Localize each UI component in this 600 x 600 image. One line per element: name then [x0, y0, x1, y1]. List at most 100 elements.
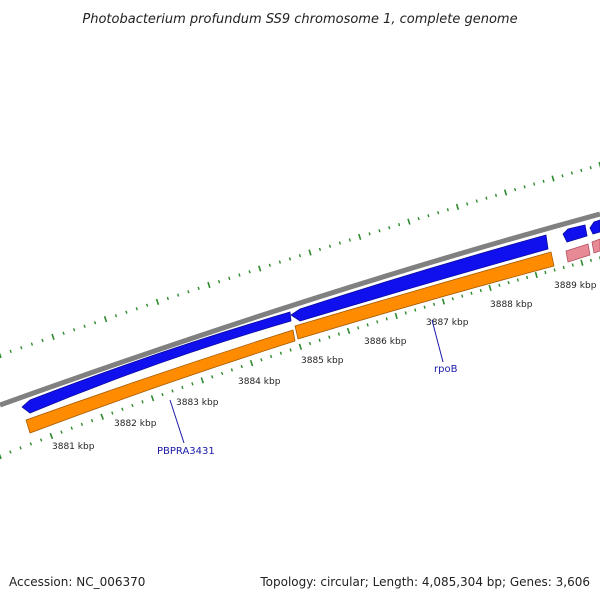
reverse-gene-track: [25, 238, 600, 434]
minor-tick: [171, 389, 174, 393]
map-title: Photobacterium profundum SS9 chromosome …: [82, 12, 517, 27]
gene-other-1[interactable]: [565, 243, 591, 263]
minor-tick: [39, 438, 43, 442]
minor-tick: [404, 311, 407, 315]
minor-tick: [348, 238, 351, 242]
inner-tick-marks: [0, 256, 600, 460]
forward-gene-track: [21, 219, 600, 414]
minor-tick: [475, 199, 478, 203]
tick-label: 3881 kbp: [52, 442, 95, 452]
minor-tick: [90, 418, 94, 423]
major-tick: [49, 432, 54, 440]
gene-reverse-2[interactable]: [294, 251, 555, 340]
minor-tick: [41, 338, 44, 343]
major-tick: [394, 312, 398, 320]
major-tick: [0, 453, 2, 460]
minor-tick: [93, 321, 97, 325]
minor-tick: [197, 286, 200, 291]
minor-tick: [437, 211, 440, 215]
minor-tick: [177, 293, 180, 297]
minor-tick: [544, 270, 547, 275]
minor-tick: [279, 351, 283, 355]
minor-tick: [514, 188, 517, 192]
minor-tick: [111, 411, 114, 415]
minor-tick: [498, 283, 501, 287]
minor-tick: [516, 278, 519, 282]
accession-text: Accession: NC_006370: [9, 575, 145, 589]
major-tick: [103, 316, 108, 323]
gene-forward-1[interactable]: [21, 311, 292, 414]
major-tick: [150, 395, 155, 402]
gene-other-2[interactable]: [591, 238, 600, 254]
minor-tick: [571, 263, 574, 267]
minor-tick: [507, 281, 510, 285]
minor-tick: [338, 241, 341, 245]
gene-forward-4[interactable]: [589, 219, 600, 235]
minor-tick: [131, 403, 134, 408]
tick-label: 3887 kbp: [426, 318, 469, 328]
minor-tick: [298, 253, 302, 258]
major-tick: [455, 203, 460, 210]
minor-tick: [278, 260, 282, 264]
minor-tick: [494, 193, 498, 197]
minor-tick: [191, 382, 194, 386]
minor-tick: [269, 354, 273, 359]
gene-label-rpoB[interactable]: rpoB: [431, 319, 458, 375]
minor-tick: [230, 368, 234, 372]
minor-tick: [451, 297, 454, 301]
leader-line: [431, 319, 444, 363]
gene-label-PBPRA3431[interactable]: PBPRA3431: [157, 399, 215, 457]
tick-label: 3888 kbp: [490, 300, 533, 310]
minor-tick: [526, 275, 529, 280]
minor-tick: [318, 338, 321, 342]
minor-tick: [466, 202, 469, 206]
major-tick: [0, 352, 2, 359]
minor-tick: [385, 317, 388, 321]
minor-tick: [432, 302, 436, 307]
major-tick: [100, 413, 104, 420]
major-tick: [298, 343, 303, 350]
major-tick: [155, 298, 160, 305]
minor-tick: [268, 263, 271, 267]
minor-tick: [357, 326, 360, 330]
minor-tick: [570, 171, 573, 175]
minor-tick: [423, 305, 426, 309]
gene-label-text[interactable]: PBPRA3431: [157, 446, 215, 457]
minor-tick: [542, 179, 545, 183]
minor-tick: [328, 335, 331, 339]
minor-tick: [121, 407, 124, 411]
major-tick: [358, 233, 362, 240]
major-tick: [249, 360, 254, 367]
minor-tick: [561, 174, 564, 178]
minor-tick: [417, 216, 420, 221]
major-tick: [580, 259, 584, 266]
minor-tick: [318, 247, 322, 252]
minor-tick: [523, 185, 526, 189]
minor-tick: [125, 310, 128, 314]
minor-tick: [553, 268, 556, 272]
minor-tick: [72, 328, 76, 332]
minor-tick: [135, 307, 138, 311]
major-tick: [534, 271, 538, 279]
gene-forward-rpoB[interactable]: [290, 234, 549, 322]
genome-summary-text: Topology: circular; Length: 4,085,304 bp…: [259, 575, 590, 589]
minor-tick: [378, 229, 381, 233]
major-tick: [207, 281, 211, 289]
gene-forward-3[interactable]: [562, 224, 588, 243]
minor-tick: [308, 341, 312, 346]
minor-tick: [427, 214, 430, 218]
minor-tick: [388, 226, 391, 230]
outer-tick-marks: [0, 161, 600, 359]
chromosome-backbone: [0, 211, 600, 408]
major-tick: [200, 377, 205, 384]
minor-tick: [60, 430, 63, 434]
gene-label-text[interactable]: rpoB: [434, 364, 458, 375]
minor-tick: [238, 273, 241, 277]
minor-tick: [368, 232, 371, 236]
minor-tick: [29, 442, 33, 446]
gene-reverse-PBPRA3431[interactable]: [25, 329, 296, 434]
minor-tick: [562, 265, 565, 270]
minor-tick: [83, 324, 86, 328]
leader-line: [169, 399, 185, 444]
